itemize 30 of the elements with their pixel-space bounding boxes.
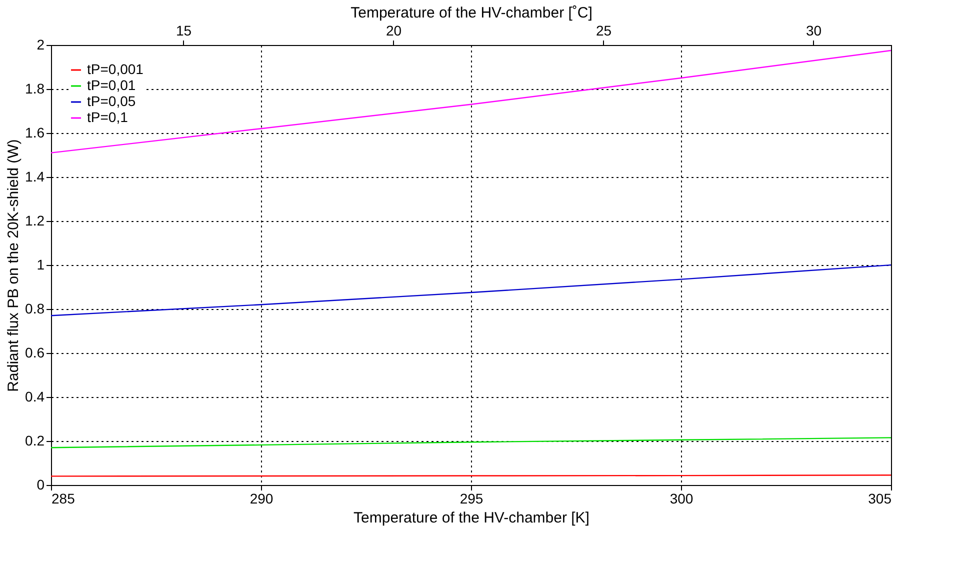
x-tick-label: 295 <box>460 490 484 506</box>
y-tick-label: 1.4 <box>25 168 45 184</box>
x2-tick-label: 30 <box>806 22 822 38</box>
y-tick-label: 1.6 <box>25 124 45 140</box>
x2-tick-label: 25 <box>596 22 612 38</box>
legend-label: tP=0,05 <box>87 93 136 109</box>
x2-tick-label: 15 <box>176 22 192 38</box>
legend-label: tP=0,1 <box>87 109 128 125</box>
line-series <box>50 437 892 448</box>
y-tick-label: 1 <box>36 256 45 272</box>
y-tick-label: 0 <box>36 476 45 492</box>
x-tick-label: 290 <box>250 490 274 506</box>
y-tick-label: 0.6 <box>25 344 45 360</box>
legend-label: tP=0,001 <box>87 61 144 77</box>
y-tick-label: 0.8 <box>25 300 45 316</box>
line-series <box>50 264 892 316</box>
y-tick-label: 0.4 <box>25 388 45 404</box>
x-tick-label: 305 <box>868 490 892 506</box>
legend-label: tP=0,01 <box>87 77 136 93</box>
y-tick-label: 1.8 <box>25 80 45 96</box>
x-axis-title: Temperature of the HV-chamber [K] <box>354 510 590 526</box>
x-tick-label: 285 <box>52 490 76 506</box>
x-tick-label: 300 <box>670 490 694 506</box>
y-tick-label: 1.2 <box>25 212 45 228</box>
x2-tick-label: 20 <box>386 22 402 38</box>
y-tick-label: 0.2 <box>25 432 45 448</box>
x2-axis-title: Temperature of the HV-chamber [˚C] <box>350 4 592 22</box>
y-tick-label: 2 <box>36 36 45 52</box>
line-series <box>50 50 892 154</box>
y-axis-title: Radiant flux PB on the 20K-shield (W) <box>5 139 22 392</box>
